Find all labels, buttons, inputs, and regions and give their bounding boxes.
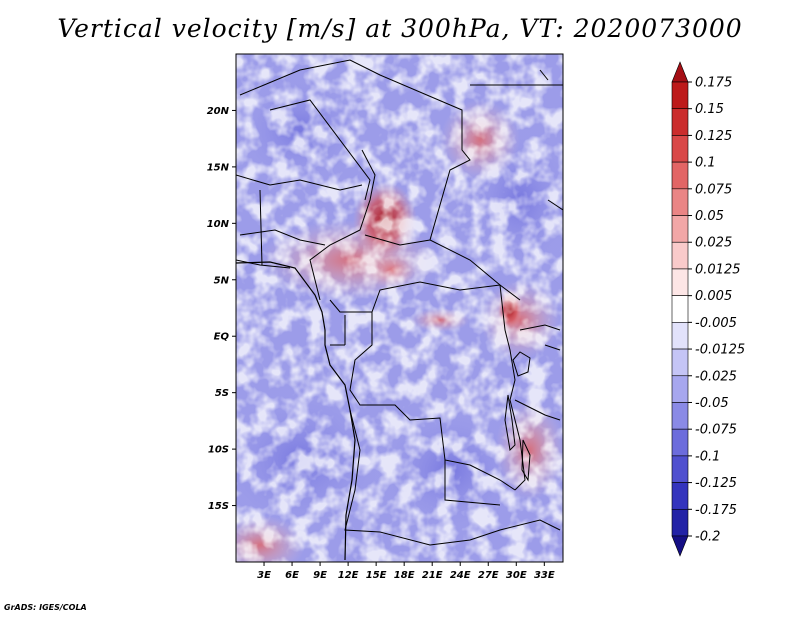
x-tick-label: 6E — [285, 570, 299, 581]
country-borders — [236, 59, 563, 546]
colorbar-label: 0.05 — [695, 209, 724, 224]
colorbar-segment — [671, 161, 689, 190]
y-tick-label: 15N — [207, 162, 230, 173]
colorbar-label: 0.15 — [695, 102, 724, 117]
y-axis: 20N 15N 10N 5N EQ 5S 10S 15S — [207, 106, 236, 512]
x-axis: 3E 6E 9E 12E 15E 18E 21E 24E 27E 30E 33E — [257, 562, 555, 581]
colorbar-label: -0.075 — [695, 423, 737, 438]
colorbar-segment — [671, 482, 689, 510]
colorbar-label: -0.05 — [695, 396, 729, 411]
colorbar-label: 0.1 — [695, 156, 716, 171]
x-tick-label: 21E — [422, 570, 443, 581]
colorbar-label: -0.0125 — [695, 343, 745, 358]
colorbar-label: 0.0125 — [695, 262, 741, 277]
lakes — [504, 351, 531, 482]
colorbar-segment — [671, 508, 689, 537]
chart-title: Vertical velocity [m/s] at 300hPa, VT: 2… — [57, 14, 743, 43]
x-tick-label: 33E — [534, 570, 555, 581]
y-tick-label: EQ — [214, 332, 230, 343]
x-tick-label: 30E — [506, 570, 527, 581]
x-tick-label: 15E — [366, 570, 387, 581]
colorbar-label: -0.2 — [695, 530, 720, 545]
y-tick-label: 15S — [208, 501, 229, 512]
colorbar-segment — [671, 295, 689, 323]
x-tick-label: 12E — [338, 570, 359, 581]
y-tick-label: 20N — [207, 106, 230, 117]
y-tick-label: 10N — [207, 219, 230, 230]
colorbar-segment — [671, 268, 689, 296]
coastline — [236, 261, 356, 561]
colorbar-label: 0.005 — [695, 289, 732, 304]
colorbar-segment — [671, 135, 689, 163]
colorbar-label: 0.075 — [695, 182, 732, 197]
colorbar-segment — [671, 241, 689, 270]
colorbar-segment — [671, 108, 689, 136]
y-tick-label: 10S — [208, 445, 229, 456]
colorbar-segment — [671, 81, 689, 110]
colorbar-segment — [671, 455, 689, 483]
y-tick-label: 5S — [215, 388, 229, 399]
colorbar: 0.175 0.15 0.125 0.1 0.075 0.05 0.025 0.0125 0.0… — [671, 61, 745, 557]
velocity-field — [236, 54, 563, 562]
map-frame — [235, 53, 564, 563]
colorbar-label: -0.025 — [695, 369, 737, 384]
colorbar-label: -0.175 — [695, 503, 737, 518]
x-tick-label: 24E — [450, 570, 471, 581]
colorbar-segment — [671, 375, 689, 403]
colorbar-label: -0.125 — [695, 476, 737, 491]
y-tick-label: 5N — [214, 275, 230, 286]
colorbar-label: 0.175 — [695, 76, 732, 91]
colorbar-label: -0.1 — [695, 449, 720, 464]
colorbar-segment — [671, 348, 689, 377]
x-tick-label: 27E — [478, 570, 499, 581]
colorbar-segment — [671, 215, 689, 243]
colorbar-segment — [671, 61, 689, 83]
x-tick-label: 9E — [313, 570, 327, 581]
colorbar-segment — [671, 188, 689, 216]
x-tick-label: 18E — [394, 570, 415, 581]
colorbar-segment — [671, 402, 689, 430]
grads-credit: GrADS: IGES/COLA — [4, 603, 87, 612]
colorbar-label: 0.125 — [695, 129, 732, 144]
colorbar-label: -0.005 — [695, 316, 737, 331]
colorbar-segment — [671, 322, 689, 350]
colorbar-segment — [671, 428, 689, 457]
colorbar-label: 0.025 — [695, 236, 732, 251]
x-tick-label: 3E — [257, 570, 271, 581]
colorbar-segment — [671, 535, 689, 557]
